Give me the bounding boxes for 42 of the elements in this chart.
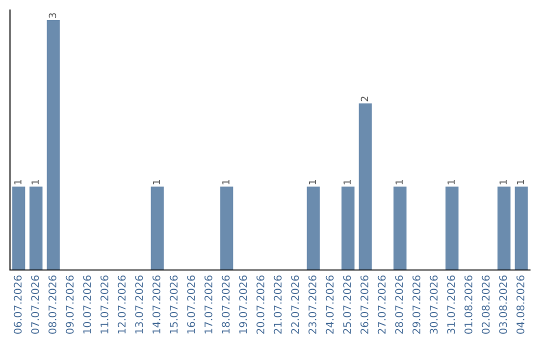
x-tick-label: 03.08.2026 [499, 276, 508, 334]
data-label: 1 [448, 180, 455, 184]
x-tick-label: 11.07.2026 [100, 276, 108, 334]
data-label: 1 [396, 180, 403, 184]
x-tick-label: 16.07.2026 [187, 276, 196, 334]
x-tick-label: 15.07.2026 [170, 276, 178, 334]
x-tick-label: 12.07.2026 [118, 276, 126, 334]
x-tick-label: 04.08.2026 [516, 276, 524, 334]
x-tick-label: 23.07.2026 [308, 276, 316, 334]
data-label: 1 [222, 180, 230, 184]
x-tick-label: 28.07.2026 [395, 276, 404, 334]
data-label: 1 [344, 180, 351, 184]
x-tick-label: 02.08.2026 [482, 276, 490, 334]
x-tick-label: 17.07.2026 [204, 276, 212, 334]
x-tick-label: 10.07.2026 [83, 276, 92, 334]
x-tick-label: 13.07.2026 [135, 276, 144, 334]
data-label: 1 [32, 180, 39, 184]
x-tick-label: 07.07.2026 [31, 276, 40, 334]
data-label: 1 [500, 180, 507, 184]
x-tick-label: 29.07.2026 [412, 276, 420, 334]
x-tick-label: 14.07.2026 [152, 276, 160, 334]
data-label: 1 [516, 180, 524, 184]
x-tick-label: 09.07.2026 [66, 276, 74, 334]
x-tick-label: 19.07.2026 [239, 276, 248, 334]
x-tick-label: 21.07.2026 [274, 276, 282, 334]
x-tick-label: 18.07.2026 [222, 276, 230, 334]
x-tick-label: 27.07.2026 [378, 276, 386, 334]
x-tick-label: 31.07.2026 [447, 276, 456, 334]
x-tick-label: 26.07.2026 [360, 276, 368, 334]
data-label: 2 [360, 96, 368, 102]
data-label: 1 [308, 180, 316, 184]
x-tick-label: 24.07.2026 [326, 276, 334, 334]
x-tick-label: 22.07.2026 [291, 276, 300, 334]
data-label: 1 [152, 180, 160, 184]
x-tick-label: 25.07.2026 [343, 276, 352, 334]
data-label: 3 [48, 13, 56, 18]
data-label: 1 [14, 180, 22, 184]
x-tick-label: 30.07.2026 [430, 276, 438, 334]
x-tick-label: 20.07.2026 [256, 276, 264, 334]
x-tick-label: 01.08.2026 [464, 276, 472, 334]
x-tick-label: 08.07.2026 [48, 276, 56, 334]
x-tick-label: 06.07.2026 [14, 276, 22, 334]
